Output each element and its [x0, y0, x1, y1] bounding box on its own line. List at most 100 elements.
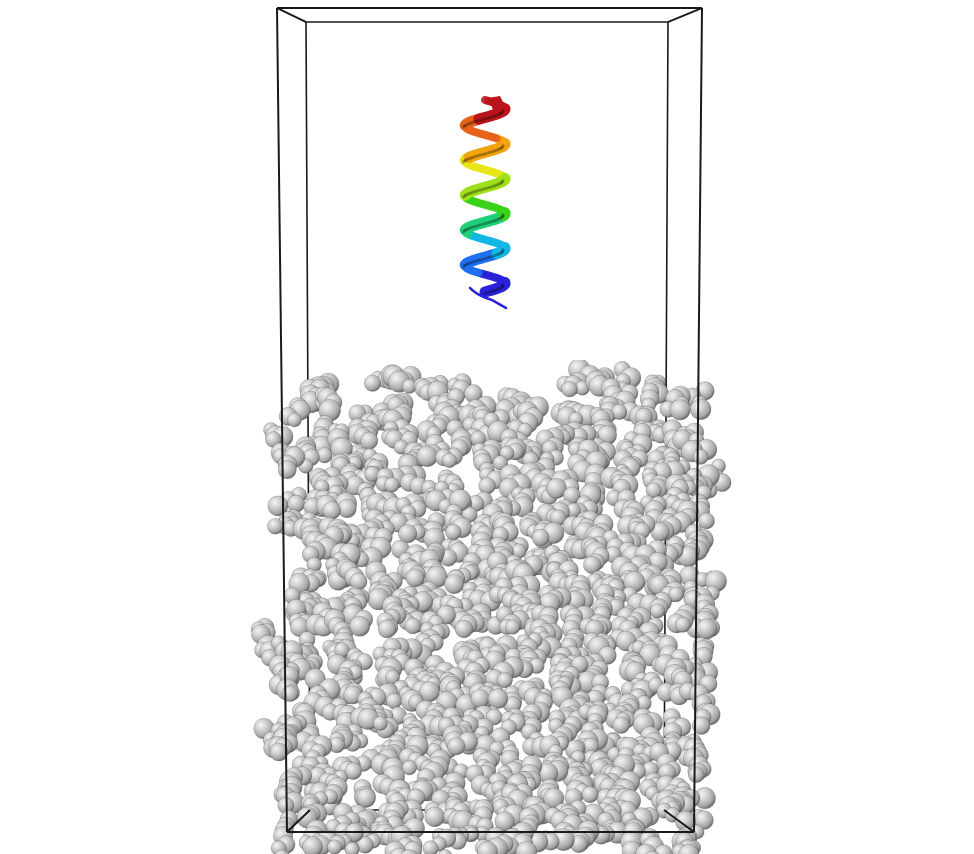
hydrocarbon-molecule [671, 831, 701, 854]
helix-ribbon-shade [499, 250, 504, 255]
helix-ribbon-shade [487, 220, 494, 224]
hydrocarbon-molecule [435, 439, 469, 468]
helix-ribbon-shade [497, 181, 503, 186]
helix-ribbon-shade [465, 192, 471, 196]
hydrocarbon-molecule [270, 826, 296, 854]
helix-ribbon-shade [484, 116, 491, 121]
helix-ribbon-shade [495, 217, 501, 222]
helix-ribbon-shade [493, 183, 499, 188]
helix-ribbon-shade [469, 155, 476, 160]
helix-ribbon-shade [463, 158, 469, 162]
helix-ribbon-shade [481, 152, 488, 156]
hydrocarbon-molecule [321, 697, 359, 733]
helix-ribbon-shade [484, 220, 491, 225]
helix-ribbon-shade [478, 152, 485, 157]
hydrocarbon-molecule [666, 604, 697, 634]
hydrocarbon-molecule [492, 436, 527, 471]
hydrocarbon-molecule [585, 367, 621, 398]
atom-sphere [277, 460, 297, 480]
hydrocarbon-molecule [335, 558, 368, 591]
helix-ribbon-shade [497, 146, 503, 151]
atom-sphere [690, 398, 712, 420]
hydrocarbon-molecule [347, 418, 379, 450]
hydrocarbon-molecule [301, 530, 338, 573]
atom-sphere [322, 501, 341, 520]
helix-ribbon-shade [469, 260, 476, 265]
atom-sphere [444, 574, 465, 595]
atom-sphere [269, 742, 289, 762]
helix-ribbon-shade [484, 186, 491, 190]
atom-sphere [669, 399, 691, 421]
helix-ribbon-shade [490, 149, 497, 154]
helix-ribbon-shade [469, 120, 476, 125]
box-front-edge [693, 7, 703, 833]
hydrocarbon-molecule [580, 536, 622, 574]
hydrocarbon-molecule [376, 595, 407, 639]
hydrocarbon-molecule [537, 778, 565, 809]
hydrocarbon-molecule [287, 653, 326, 690]
helix-ribbon-shade [478, 118, 485, 122]
helix-ribbon-shade [469, 225, 476, 230]
helix-ribbon-shade [490, 254, 497, 258]
helix-ribbon-shade [497, 286, 503, 291]
atom-sphere [424, 806, 445, 827]
hydrocarbon-molecule [444, 560, 481, 595]
atom-sphere [470, 688, 490, 708]
helix-ribbon-shade [500, 145, 505, 149]
helix-ribbon-shade [500, 214, 505, 219]
helix-ribbon-shade [472, 224, 479, 229]
hydrocarbon-molecule [651, 447, 691, 483]
atom-sphere [267, 518, 284, 535]
box-corner-edge [276, 7, 307, 23]
helix-ribbon-shade [487, 150, 494, 155]
atom-sphere [678, 844, 699, 854]
helix-ribbon-shade [481, 186, 488, 191]
helix-ribbon-shade [478, 222, 485, 227]
atom-sphere [416, 445, 438, 467]
helix-ribbon-shade [465, 122, 471, 127]
hydrocarbon-molecule [495, 606, 522, 635]
helix-c-terminal-cap [488, 96, 506, 112]
hydrocarbon-molecule [517, 677, 553, 712]
helix-ribbon-shade [472, 154, 479, 159]
hydrocarbon-molecule [278, 397, 311, 428]
atom-sphere [377, 619, 397, 639]
helix-ribbon-shade [499, 215, 504, 220]
hydrocarbon-molecule [398, 518, 426, 544]
hydrocarbon-molecule [342, 602, 374, 637]
hydrocarbon-molecule [484, 634, 523, 671]
hydrocarbon-molecule [531, 519, 565, 547]
helix-ribbon-shade [461, 194, 466, 199]
helix-n-terminal-coil [468, 286, 508, 310]
atom-sphere [581, 786, 599, 804]
helix-ribbon-shade [497, 216, 503, 221]
box-corner-edge [667, 7, 703, 23]
hydrocarbon-molecule [659, 385, 691, 421]
hydrocarbon-molecule [364, 466, 400, 493]
hydrocarbon-molecule [318, 516, 353, 547]
helix-ribbon-shade [472, 189, 479, 194]
helix-ribbon-shade [475, 223, 482, 228]
atom-sphere [692, 716, 711, 735]
hydrocarbon-molecule [380, 364, 422, 394]
hydrocarbon-molecule [650, 507, 693, 542]
atom-sphere [698, 512, 715, 530]
atom-sphere [384, 477, 400, 493]
helix-ribbon-shade [487, 115, 494, 120]
hydrocarbon-molecule [396, 560, 426, 588]
atom-sphere [360, 431, 379, 450]
helix-ribbon-shade [495, 112, 501, 117]
box-corner-edge [663, 809, 695, 833]
hydrocarbon-molecule [577, 700, 609, 741]
atom-sphere [688, 766, 705, 783]
hydrocarbon-molecule [635, 828, 673, 854]
atom-sphere [405, 568, 425, 588]
atom-sphere [400, 849, 418, 854]
helix-ribbon-shade [469, 190, 476, 195]
hydrocarbon-molecule [384, 825, 423, 854]
helix-ribbon-shade [465, 227, 471, 231]
helix-ribbon-shade [472, 119, 479, 124]
hydrocarbon-molecule [592, 583, 625, 625]
hydrocarbon-molecule [692, 694, 721, 735]
